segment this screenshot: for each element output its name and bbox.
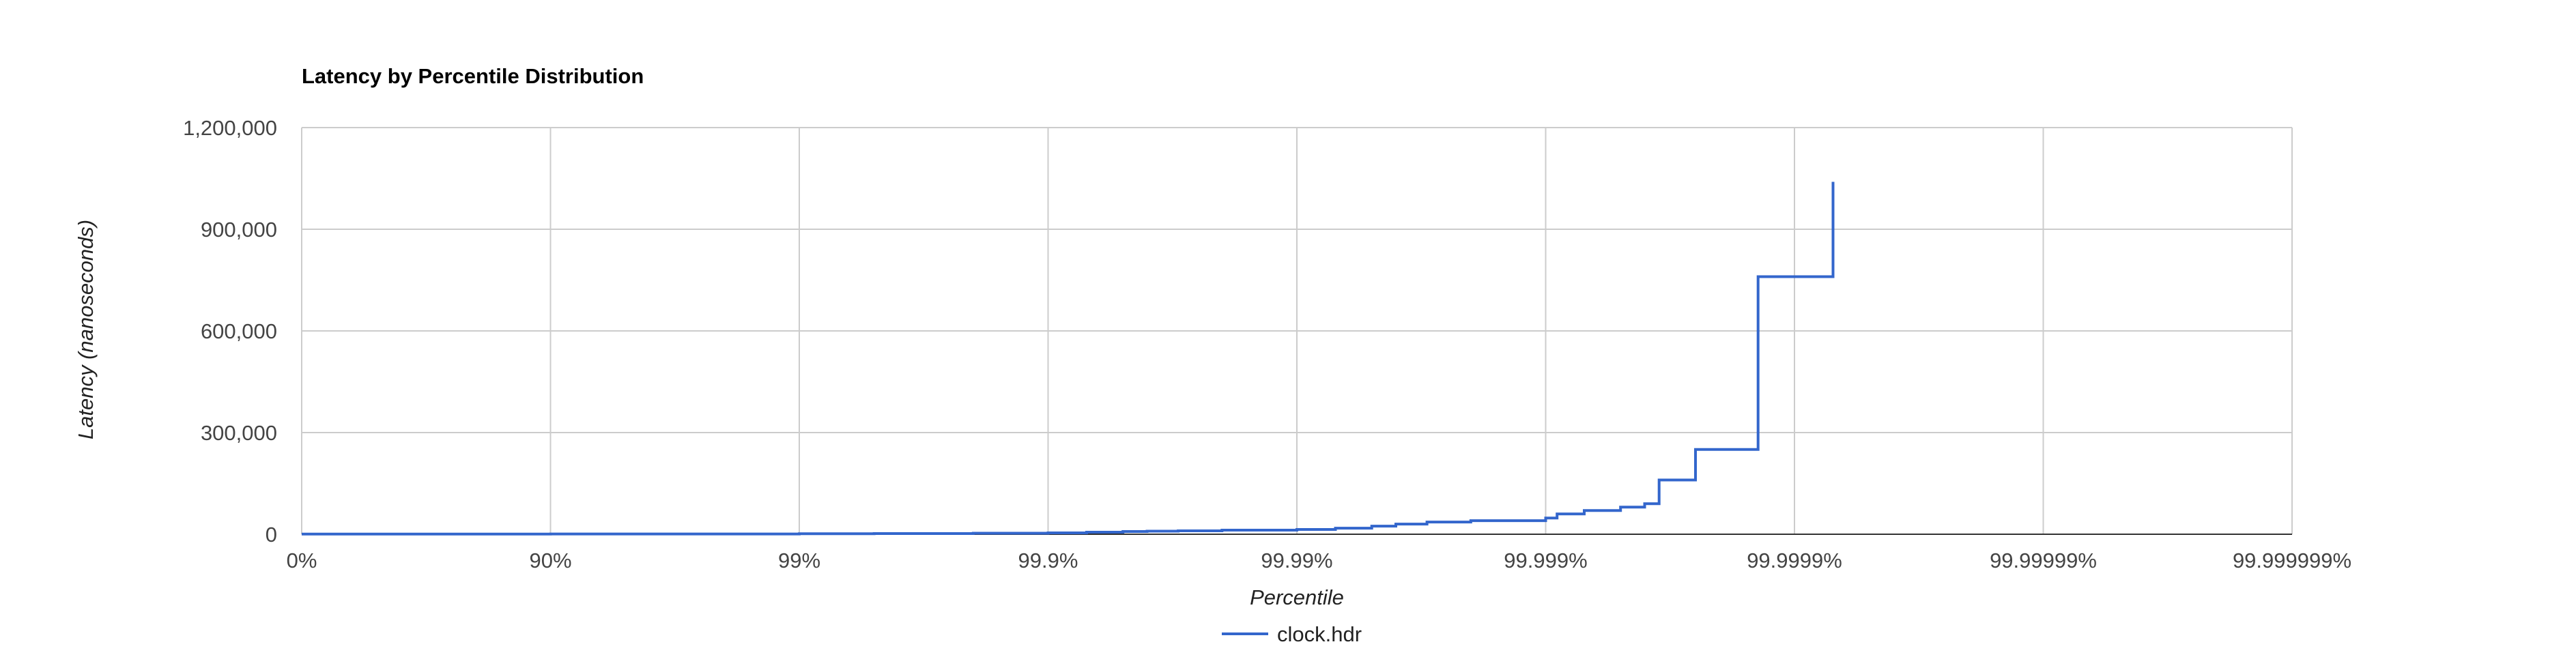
x-tick-label: 99.9% — [1018, 549, 1078, 572]
x-axis-title: Percentile — [1250, 585, 1344, 609]
x-tick-label: 99.99% — [1261, 549, 1332, 572]
y-tick-label: 300,000 — [201, 421, 277, 445]
x-tick-label: 0% — [287, 549, 317, 572]
grid — [301, 127, 2293, 534]
y-tick-label: 1,200,000 — [183, 116, 277, 140]
x-tick-label: 99% — [778, 549, 820, 572]
y-tick-label: 0 — [266, 523, 277, 547]
y-tick-label: 900,000 — [201, 218, 277, 242]
y-axis-tick-labels: 0 300,000 600,000 900,000 1,200,000 — [183, 116, 277, 547]
x-axis-tick-labels: 0% 90% 99% 99.9% 99.99% 99.999% 99.9999% 99.999… — [287, 549, 2351, 572]
chart-title: Latency by Percentile Distribution — [302, 64, 644, 88]
y-tick-label: 600,000 — [201, 319, 277, 343]
x-tick-label: 99.999999% — [2233, 549, 2351, 572]
x-tick-label: 99.9999% — [1747, 549, 1842, 572]
y-axis-title: Latency (nanoseconds) — [74, 220, 98, 439]
x-tick-label: 99.99999% — [1990, 549, 2097, 572]
series-line-clock-hdr — [302, 181, 1835, 536]
x-tick-label: 99.999% — [1504, 549, 1587, 572]
legend[interactable]: clock.hdr — [1222, 622, 1362, 646]
x-tick-label: 90% — [529, 549, 571, 572]
legend-label-clock-hdr: clock.hdr — [1277, 622, 1362, 646]
